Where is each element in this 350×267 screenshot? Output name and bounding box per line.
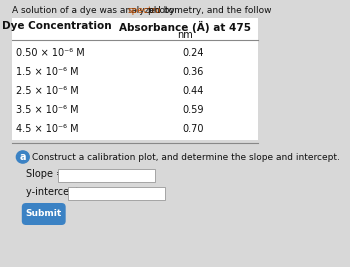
Text: 3.5 × 10⁻⁶ M: 3.5 × 10⁻⁶ M [16, 105, 79, 115]
Text: A solution of a dye was analyzed by: A solution of a dye was analyzed by [12, 6, 178, 15]
Text: y-intercept =: y-intercept = [26, 187, 91, 197]
Text: 1.5 × 10⁻⁶ M: 1.5 × 10⁻⁶ M [16, 67, 79, 77]
Text: nm: nm [177, 30, 193, 40]
FancyBboxPatch shape [58, 169, 155, 182]
Text: Construct a calibration plot, and determine the slope and intercept.: Construct a calibration plot, and determ… [33, 153, 340, 162]
Text: Absorbance (Ä) at 475: Absorbance (Ä) at 475 [119, 21, 251, 33]
FancyBboxPatch shape [22, 203, 66, 225]
Text: spectro: spectro [127, 6, 161, 15]
Text: 0.24: 0.24 [183, 48, 204, 58]
Circle shape [16, 151, 29, 163]
Text: a: a [20, 152, 26, 162]
Text: Submit: Submit [26, 210, 62, 218]
Text: 0.44: 0.44 [183, 86, 204, 96]
Text: 0.70: 0.70 [183, 124, 204, 134]
Text: Slope =: Slope = [26, 169, 64, 179]
Text: photometry, and the follow: photometry, and the follow [148, 6, 272, 15]
Text: Dye Concentration: Dye Concentration [2, 21, 111, 31]
Text: 0.59: 0.59 [183, 105, 204, 115]
FancyBboxPatch shape [12, 18, 258, 140]
Text: 4.5 × 10⁻⁶ M: 4.5 × 10⁻⁶ M [16, 124, 79, 134]
Text: 0.36: 0.36 [183, 67, 204, 77]
FancyBboxPatch shape [68, 187, 164, 200]
Text: 0.50 × 10⁻⁶ M: 0.50 × 10⁻⁶ M [16, 48, 85, 58]
Text: 2.5 × 10⁻⁶ M: 2.5 × 10⁻⁶ M [16, 86, 79, 96]
